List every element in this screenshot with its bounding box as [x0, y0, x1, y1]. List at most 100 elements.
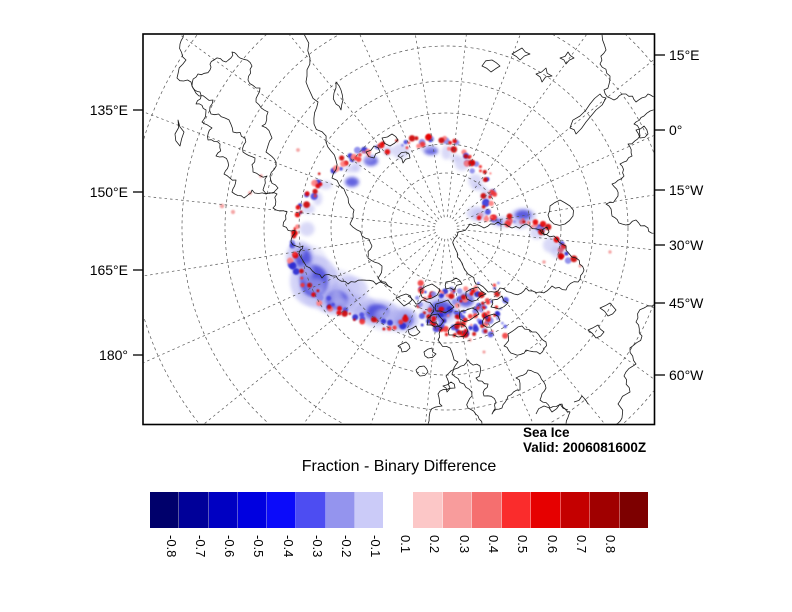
- colorbar-tick-label: 0.6: [545, 535, 560, 554]
- ice-speckle-red: [296, 148, 300, 152]
- ice-speckle-red: [608, 250, 612, 254]
- ice-speckle-red: [472, 332, 477, 336]
- colorbar-segment-positive-3: [501, 492, 531, 528]
- ice-speckle-blue: [415, 295, 420, 300]
- ice-speckle-red: [327, 304, 332, 310]
- colorbar-segment-negative-4: [267, 492, 297, 528]
- ice-speckle-red: [455, 321, 461, 327]
- coastline: [452, 221, 585, 296]
- ice-speckle-blue: [420, 323, 424, 327]
- colorbar-tick-label: 0.4: [486, 535, 501, 554]
- ice-speckle-blue: [339, 166, 343, 171]
- ice-speckle-red: [416, 143, 421, 149]
- ice-speckle-red: [427, 294, 432, 299]
- ice-speckle-red: [382, 327, 386, 331]
- ice-speckle-blue: [326, 295, 332, 301]
- meridian-line: [454, 59, 654, 222]
- ice-speckle-red: [539, 220, 547, 228]
- meridian-line: [456, 228, 654, 251]
- ice-speckle-blue: [485, 321, 488, 324]
- ice-speckle-blue: [484, 208, 491, 215]
- colorbar-tick-label: -0.2: [339, 535, 354, 558]
- ice-speckle-red: [337, 306, 343, 311]
- ice-speckle-blue: [468, 325, 473, 331]
- ice-patch-blue: [471, 183, 486, 191]
- ice-speckle-red: [463, 286, 469, 292]
- ice-speckle-red: [481, 301, 485, 305]
- ice-speckle-red: [478, 291, 485, 299]
- ice-patch-blue: [345, 177, 359, 187]
- colorbar-tick-label: 0.3: [457, 535, 472, 554]
- ice-speckle-red: [313, 194, 317, 198]
- meridian-line: [450, 237, 534, 424]
- ice-speckle-red: [522, 220, 526, 224]
- ice-speckle-blue: [380, 318, 387, 324]
- ice-speckle-red: [463, 328, 468, 333]
- coastline: [503, 325, 547, 356]
- coastline: [407, 295, 483, 424]
- coastline: [407, 325, 421, 337]
- coastline: [381, 133, 399, 147]
- ice-speckle-blue: [564, 257, 572, 264]
- ice-speckle-red: [370, 316, 377, 323]
- ice-speckle-blue: [503, 324, 508, 329]
- ice-speckle-red: [481, 205, 486, 209]
- coastline: [397, 151, 411, 164]
- ice-speckle-red: [544, 223, 552, 231]
- ice-speckle-red: [483, 329, 488, 334]
- ice-speckle-blue: [487, 331, 494, 338]
- colorbar-tick-label: -0.4: [281, 535, 296, 558]
- ice-speckle-red: [506, 213, 513, 220]
- ice-patch-blue: [299, 221, 315, 237]
- ice-speckle-red: [336, 310, 342, 316]
- ice-speckle-blue: [331, 302, 335, 307]
- ice-speckle-red: [384, 149, 391, 155]
- colorbar-segment-positive-7: [619, 492, 648, 528]
- latitude-circle: [263, 45, 629, 411]
- ice-speckle-blue: [387, 319, 393, 326]
- ice-speckle-red: [447, 146, 451, 151]
- coastline: [397, 341, 411, 353]
- ice-patch-blue: [352, 160, 362, 173]
- ice-speckle-red: [425, 134, 432, 141]
- ice-speckle-red: [561, 254, 565, 258]
- latitude-circle: [181, 34, 654, 424]
- right-axis-tick-label: 30°W: [669, 237, 704, 253]
- ice-patch-blue: [339, 298, 358, 308]
- ice-speckle-red: [304, 191, 310, 197]
- ice-patch-blue: [454, 156, 470, 171]
- coastline: [434, 299, 455, 314]
- coastline: [332, 81, 344, 111]
- coastline: [465, 286, 487, 302]
- colorbar-segment-positive-1: [442, 492, 472, 528]
- coastline: [573, 395, 589, 405]
- coastline: [587, 324, 605, 339]
- left-axis-tick-label: 135°E: [89, 102, 128, 118]
- ice-speckle-red: [484, 298, 490, 303]
- meridian-line: [143, 232, 437, 363]
- ice-speckle-red: [492, 283, 497, 287]
- coastline: [481, 59, 501, 73]
- coastline: [635, 125, 649, 139]
- colorbar-segment-negative-3: [237, 492, 267, 528]
- coastline: [444, 277, 463, 291]
- colorbar-segment-positive-0: [413, 492, 443, 528]
- ice-speckle-red: [300, 282, 305, 288]
- coastline: [365, 145, 381, 159]
- ice-speckle-red: [307, 282, 313, 288]
- ice-patch-blue: [515, 210, 531, 220]
- coastline: [541, 226, 550, 236]
- coastline: [427, 359, 571, 424]
- coastline: [415, 365, 429, 377]
- ice-speckle-red: [311, 292, 316, 298]
- coastline: [559, 51, 575, 65]
- ice-speckle-red: [452, 289, 456, 293]
- ice-speckle-red: [438, 137, 445, 144]
- ice-speckle-red: [398, 319, 404, 325]
- coastline: [395, 293, 413, 307]
- coastline: [547, 199, 574, 226]
- ice-speckle-red: [427, 307, 433, 313]
- colorbar-segment-negative-5: [296, 492, 326, 528]
- ice-speckle-red: [483, 216, 490, 222]
- coastline: [423, 347, 437, 359]
